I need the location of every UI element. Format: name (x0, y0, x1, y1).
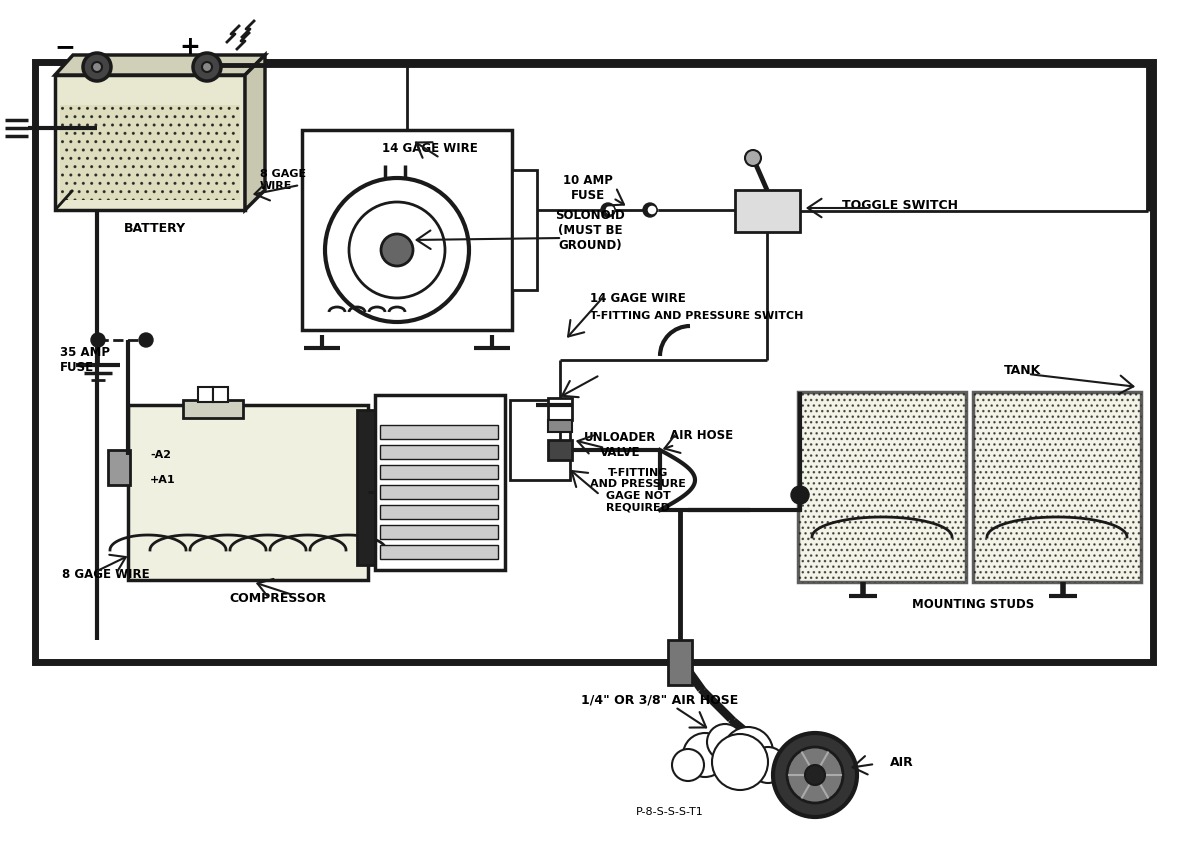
Bar (735, 190, 800, 232)
Bar (375, 395, 504, 570)
Bar (108, 450, 131, 485)
Bar (512, 170, 537, 290)
Circle shape (672, 749, 704, 781)
Circle shape (202, 62, 212, 72)
Text: 35 AMP
FUSE: 35 AMP FUSE (61, 346, 110, 374)
Circle shape (647, 205, 656, 215)
Text: MOUNTING STUDS: MOUNTING STUDS (912, 597, 1034, 611)
Bar (55, 75, 245, 210)
Circle shape (139, 333, 153, 347)
Circle shape (805, 765, 825, 785)
Text: TANK: TANK (1004, 364, 1042, 376)
Bar (61, 105, 240, 200)
Text: 8 GAGE WIRE: 8 GAGE WIRE (62, 569, 150, 581)
Text: TOGGLE SWITCH: TOGGLE SWITCH (842, 199, 958, 212)
Circle shape (83, 53, 112, 81)
Bar (380, 525, 499, 539)
Text: 14 GAGE WIRE: 14 GAGE WIRE (590, 292, 686, 305)
Bar (380, 505, 499, 519)
Bar (668, 640, 692, 685)
Polygon shape (245, 55, 265, 210)
Text: 10 AMP
FUSE: 10 AMP FUSE (563, 174, 612, 202)
Text: COMPRESSOR: COMPRESSOR (229, 591, 326, 605)
Polygon shape (55, 55, 265, 75)
Circle shape (683, 733, 726, 777)
Circle shape (601, 203, 615, 217)
Bar (380, 545, 499, 559)
Bar (380, 445, 499, 459)
Text: SOLONOID
(MUST BE
GROUND): SOLONOID (MUST BE GROUND) (556, 208, 624, 251)
Bar (548, 440, 572, 460)
Text: T-FITTING
AND PRESSURE
GAGE NOT
REQUIRED: T-FITTING AND PRESSURE GAGE NOT REQUIRED (590, 468, 686, 513)
Bar (510, 400, 570, 480)
Bar (357, 410, 375, 565)
Text: AIR: AIR (890, 755, 914, 768)
Circle shape (643, 203, 656, 217)
Circle shape (750, 747, 786, 783)
Text: +: + (179, 35, 201, 59)
Text: -A2: -A2 (150, 450, 171, 460)
Circle shape (193, 53, 221, 81)
Text: BATTERY: BATTERY (123, 222, 186, 234)
Circle shape (91, 333, 104, 347)
Circle shape (791, 486, 810, 504)
Text: AIR HOSE: AIR HOSE (669, 429, 734, 442)
Circle shape (349, 202, 445, 298)
Text: T-FITTING AND PRESSURE SWITCH: T-FITTING AND PRESSURE SWITCH (590, 311, 804, 321)
Circle shape (787, 747, 843, 803)
Text: 1/4" OR 3/8" AIR HOSE: 1/4" OR 3/8" AIR HOSE (582, 694, 738, 706)
Bar (548, 398, 572, 420)
Bar (128, 405, 368, 580)
Bar (198, 387, 212, 402)
Circle shape (773, 733, 857, 817)
Text: 14 GAGE WIRE: 14 GAGE WIRE (382, 141, 478, 155)
Text: +A1: +A1 (150, 475, 176, 485)
Text: P-8-S-S-S-T1: P-8-S-S-S-T1 (636, 807, 704, 817)
Text: −: − (55, 35, 76, 59)
Circle shape (712, 734, 768, 790)
Bar (212, 387, 228, 402)
Bar (301, 130, 512, 330)
Circle shape (325, 178, 469, 322)
Bar (548, 420, 572, 432)
Circle shape (707, 724, 743, 760)
Bar (183, 400, 243, 418)
Bar (798, 392, 966, 582)
Circle shape (605, 205, 615, 215)
Bar (34, 62, 1153, 662)
Circle shape (93, 62, 102, 72)
Circle shape (723, 727, 773, 777)
Bar (380, 425, 499, 439)
Text: 8 GAGE
WIRE: 8 GAGE WIRE (260, 169, 306, 191)
Bar (973, 392, 1141, 582)
Circle shape (381, 234, 413, 266)
Bar (380, 465, 499, 479)
Bar (380, 485, 499, 499)
Circle shape (745, 150, 761, 166)
Text: UNLOADER
VALVE: UNLOADER VALVE (584, 431, 656, 459)
